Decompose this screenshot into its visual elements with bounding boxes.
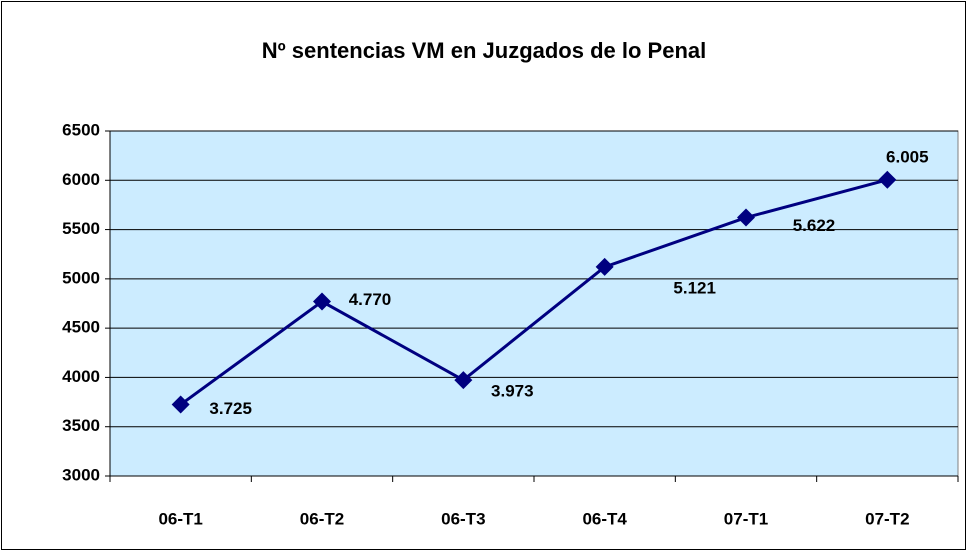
data-label: 3.725 bbox=[209, 399, 252, 418]
x-tick-label: 06-T1 bbox=[158, 509, 202, 528]
x-tick-label: 06-T2 bbox=[300, 509, 344, 528]
y-tick-label: 6500 bbox=[62, 120, 100, 139]
data-label: 3.973 bbox=[491, 382, 534, 401]
line bbox=[179, 178, 888, 406]
data-label: 5.121 bbox=[673, 278, 716, 297]
y-tick-label: 3000 bbox=[62, 465, 100, 484]
data-label: 4.770 bbox=[349, 290, 392, 309]
y-tick-label: 5000 bbox=[62, 268, 100, 287]
x-tick-label: 06-T4 bbox=[582, 509, 627, 528]
data-label: 5.622 bbox=[793, 216, 836, 235]
x-tick-label: 07-T1 bbox=[724, 509, 768, 528]
marker bbox=[313, 292, 331, 311]
y-tick-label: 5500 bbox=[62, 219, 100, 238]
marker bbox=[595, 257, 614, 276]
marker bbox=[171, 395, 190, 414]
plot-area bbox=[109, 130, 959, 477]
y-tick-label: 4500 bbox=[62, 318, 100, 337]
chart-title: Nº sentencias VM en Juzgados de lo Penal bbox=[262, 38, 707, 63]
x-tick-label: 07-T2 bbox=[865, 509, 909, 528]
marker bbox=[454, 371, 473, 390]
y-tick-label: 3500 bbox=[62, 416, 100, 435]
y-tick-label: 4000 bbox=[62, 367, 100, 386]
data-label: 6.005 bbox=[886, 147, 929, 166]
marker bbox=[878, 170, 897, 189]
marker bbox=[737, 208, 755, 227]
y-tick-label: 6000 bbox=[62, 170, 100, 189]
x-tick-label: 06-T3 bbox=[441, 509, 485, 528]
